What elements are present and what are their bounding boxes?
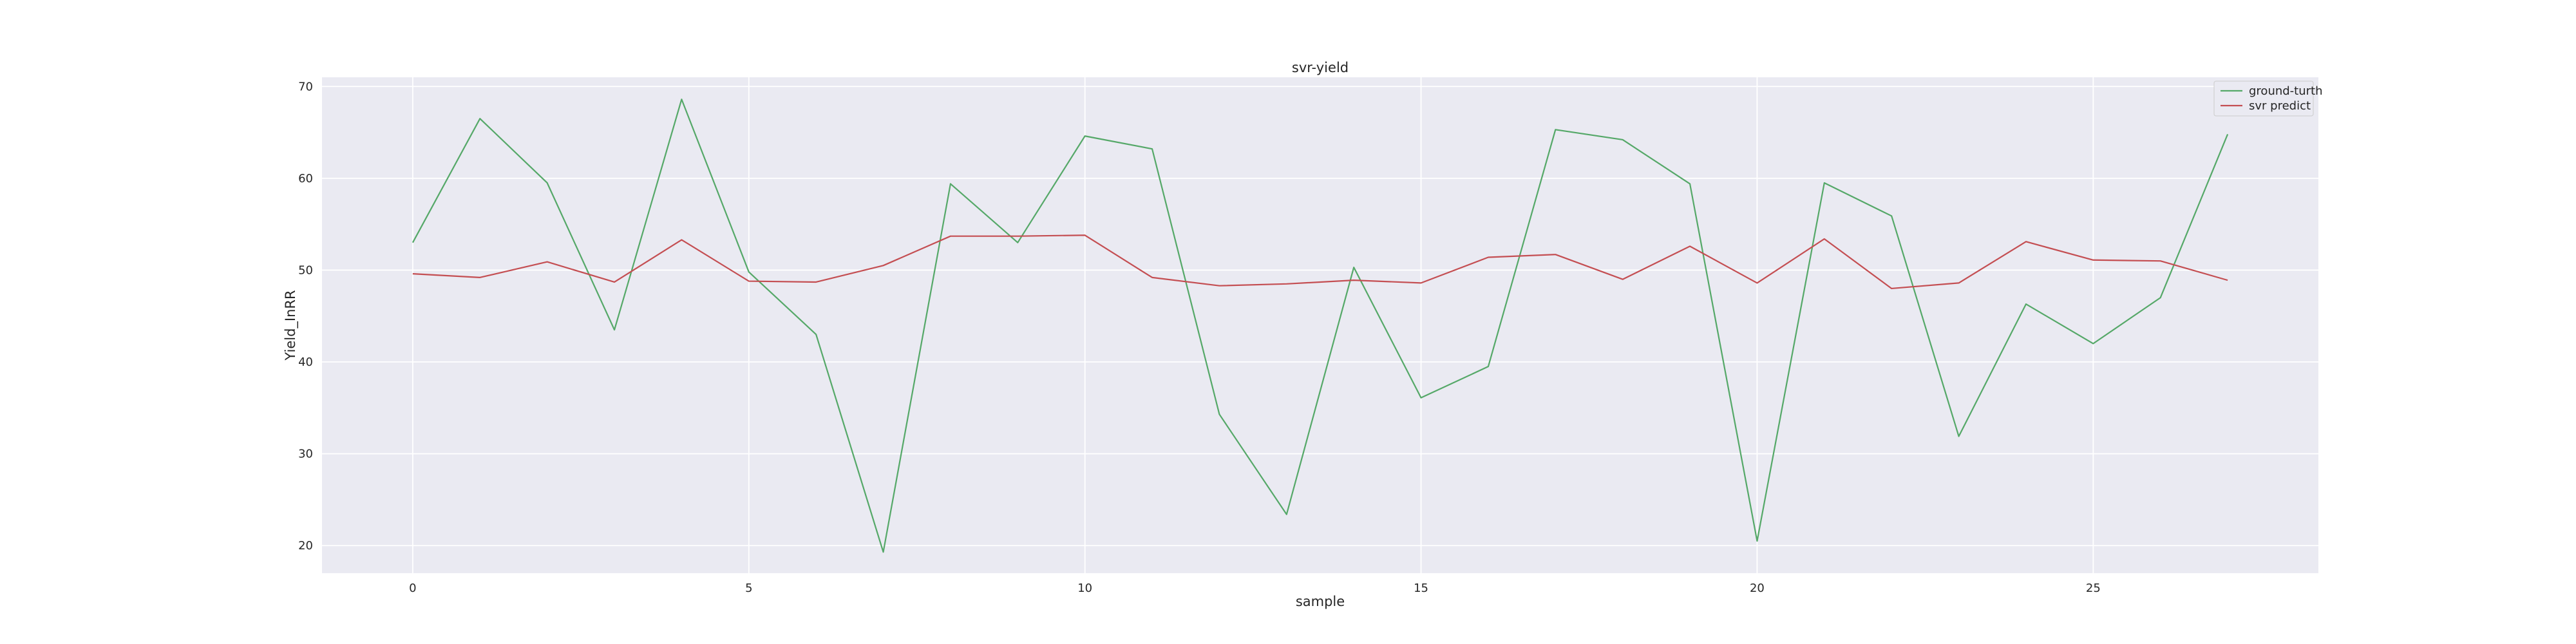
series-line-svr-predict	[412, 234, 2228, 290]
legend: ground-turth svr predict	[2213, 80, 2323, 117]
x-tick-label: 15	[1414, 582, 1428, 595]
x-tick-label: 20	[1750, 582, 1765, 595]
y-tick-label: 30	[298, 448, 313, 461]
y-axis-label: Yield_InRR	[283, 290, 299, 361]
series-line-ground-turth	[412, 99, 2229, 553]
plot-area-background	[322, 77, 2318, 573]
x-tick-label: 10	[1077, 582, 1092, 595]
grid-lines	[322, 77, 2318, 573]
x-tick-label: 0	[409, 582, 416, 595]
legend-label-ground-turth: ground-turth	[2249, 84, 2323, 98]
y-tick-label: 60	[298, 172, 313, 185]
chart-title: svr-yield	[1292, 60, 1349, 75]
series-layer	[412, 99, 2229, 553]
legend-label-svr-predict: svr predict	[2249, 99, 2311, 113]
y-tick-label: 50	[298, 263, 313, 277]
y-tick-label: 70	[298, 80, 313, 93]
legend-box	[2213, 80, 2314, 117]
x-axis-label: sample	[1296, 594, 1345, 609]
x-tick-label: 25	[2086, 582, 2101, 595]
x-tick-label: 5	[745, 582, 752, 595]
y-tick-labels: 20 30 40 50 60 70	[298, 80, 313, 553]
y-tick-label: 20	[298, 539, 313, 553]
x-tick-labels: 0 5 10 15 20 25	[409, 582, 2101, 595]
y-tick-label: 40	[298, 355, 313, 369]
